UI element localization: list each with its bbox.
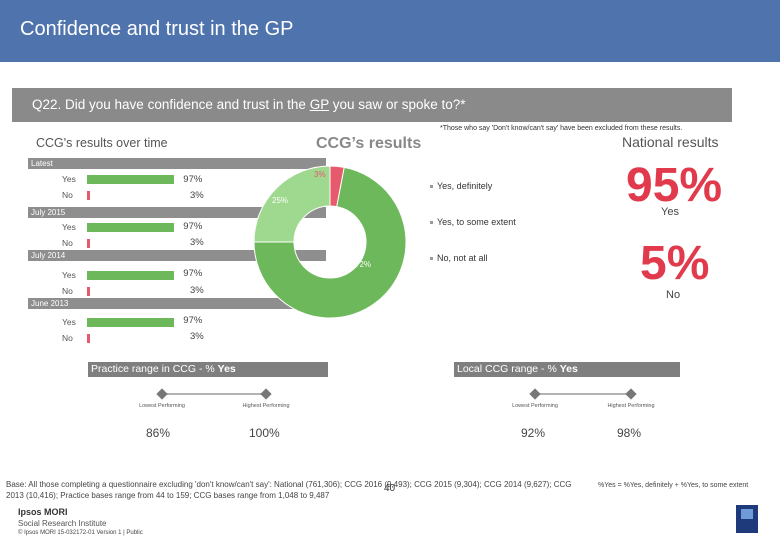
bar-no-latest (87, 191, 90, 200)
practice-lowest-value: 86% (146, 426, 171, 440)
national-yes-value: 95% (626, 159, 723, 212)
row-label-no: No (62, 238, 73, 248)
ccg-donut-chart (253, 165, 407, 319)
yes-definition: %Yes = %Yes, definitely + %Yes, to some … (598, 482, 749, 489)
legend-no: No, not at all (430, 253, 488, 263)
slice-yes-definitely (253, 166, 407, 319)
local-lowest-marker (529, 388, 541, 400)
local-range-title: Local CCG range - % (457, 363, 560, 375)
bar-no-july-2014 (87, 287, 90, 296)
base-text: Base: All those completing a questionnai… (6, 480, 572, 500)
period-bar-july-2014: July 2014 (28, 250, 326, 261)
bar-value-yes-july-2015: 97% (183, 221, 203, 232)
ipsos-logo-icon (736, 505, 758, 533)
bar-value-yes-july-2014: 97% (183, 268, 203, 279)
local-highest-marker (625, 388, 637, 400)
bar-yes-july-2015 (87, 223, 175, 232)
logo-line1: Ipsos MORI (18, 507, 68, 517)
local-range-title-bold: Yes (559, 363, 578, 375)
practice-lowest-marker (156, 388, 168, 400)
ccg-over-time-title: CCG's results over time (36, 136, 168, 150)
copyright: © Ipsos MORI 15-032172-01 Version 1 | Pu… (18, 530, 143, 536)
local-highest-label: Highest Performing (607, 403, 655, 409)
row-label-yes: Yes (62, 222, 76, 232)
question-suffix: you saw or spoke to?* (328, 97, 466, 112)
practice-range-title-bold: Yes (217, 363, 236, 375)
bar-no-june-2013 (87, 334, 90, 343)
practice-highest-marker (260, 388, 272, 400)
slide-title: Confidence and trust in the GP (20, 18, 294, 40)
slice-label-yes-some: 25% (272, 196, 289, 205)
row-label-no: No (62, 286, 73, 296)
row-label-no: No (62, 333, 73, 343)
practice-range-title: Practice range in CCG - % (91, 363, 218, 375)
logo-inner (741, 509, 753, 519)
legend-bullet (430, 185, 433, 189)
legend-yes-definitely: Yes, definitely (430, 181, 492, 191)
row-label-yes: Yes (62, 317, 76, 327)
header-bar: Confidence and trust in the GP (0, 0, 780, 62)
national-yes-label: Yes (661, 206, 679, 218)
bar-yes-july-2014 (87, 271, 175, 280)
question-bar: Q22. Did you have confidence and trust i… (12, 88, 732, 122)
ipsos-logo-text: Ipsos MORI Social Research Institute (18, 507, 107, 529)
ccg-results-title: CCG’s results (316, 135, 422, 152)
national-no-value: 5% (640, 237, 710, 290)
bar-value-no-june-2013: 3% (190, 331, 204, 342)
legend-bullet (430, 257, 433, 261)
national-no-label: No (666, 289, 681, 301)
local-lowest-value: 92% (521, 426, 546, 440)
national-results-title: National results (622, 134, 719, 150)
legend-label: Yes, to some extent (437, 217, 516, 227)
row-label-yes: Yes (62, 270, 76, 280)
bar-value-no-july-2015: 3% (190, 237, 204, 248)
bar-yes-latest (87, 175, 175, 184)
practice-range-line (162, 393, 270, 395)
practice-highest-label: Highest Performing (242, 403, 290, 409)
legend-label: No, not at all (437, 253, 488, 263)
period-bar-july-2015: July 2015 (28, 207, 326, 218)
exclusion-footnote: *Those who say 'Don't know/can't say' ha… (440, 125, 683, 132)
legend-label: Yes, definitely (437, 181, 493, 191)
practice-lowest-label: Lowest Performing (139, 403, 185, 409)
local-highest-value: 98% (617, 426, 642, 440)
bar-value-no-july-2014: 3% (190, 285, 204, 296)
row-label-yes: Yes (62, 174, 76, 184)
bar-value-yes-june-2013: 97% (183, 315, 203, 326)
local-lowest-label: Lowest Performing (512, 403, 558, 409)
bar-no-july-2015 (87, 239, 90, 248)
legend-yes-some: Yes, to some extent (430, 217, 516, 227)
practice-range-bar: Practice range in CCG - % Yes (88, 362, 328, 377)
period-bar-latest: Latest (28, 158, 326, 169)
bar-yes-june-2013 (87, 318, 175, 327)
bar-value-no-latest: 3% (190, 190, 204, 201)
legend-bullet (430, 221, 433, 225)
question-text: Q22. Did you have confidence and trust i… (32, 97, 466, 112)
bar-value-yes-latest: 97% (183, 174, 203, 185)
slice-label-yes-definitely: 72% (355, 260, 372, 269)
logo-line2: Social Research Institute (18, 519, 107, 528)
local-range-bar: Local CCG range - % Yes (454, 362, 680, 377)
slice-yes-some (253, 165, 331, 243)
slice-label-no: 3% (314, 170, 326, 179)
practice-highest-value: 100% (249, 426, 280, 440)
page-number: 40 (384, 483, 396, 494)
row-label-no: No (62, 190, 73, 200)
question-prefix: Q22. Did you have confidence and trust i… (32, 97, 310, 112)
local-range-line (535, 393, 635, 395)
question-underlined: GP (309, 97, 329, 112)
period-bar-june-2013: June 2013 (28, 298, 326, 309)
